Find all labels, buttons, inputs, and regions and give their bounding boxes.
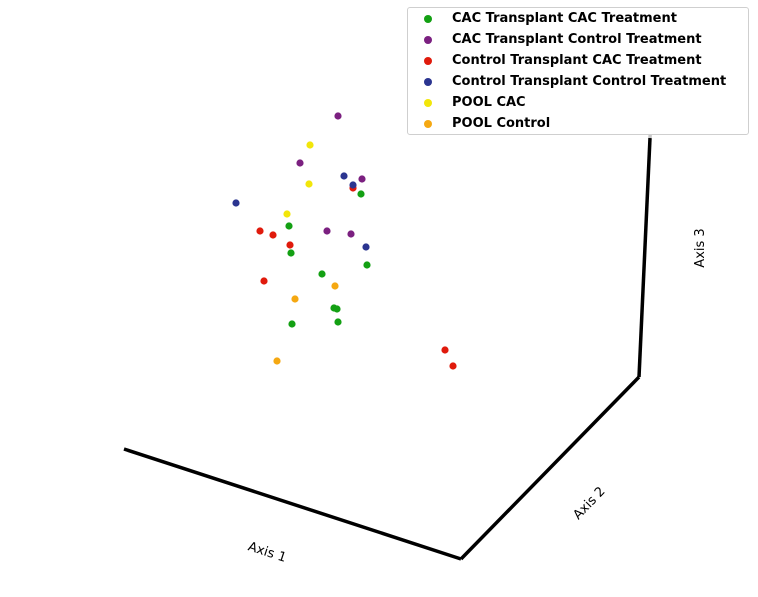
data-point [318,270,326,278]
axis-3-line [637,137,652,378]
legend-marker [424,98,432,107]
legend-label: CAC Transplant Control Treatment [452,32,702,47]
legend-item: Control Transplant CAC Treatment [408,50,702,71]
data-point [347,230,355,238]
legend-item: CAC Transplant Control Treatment [408,29,702,50]
data-point [349,181,357,189]
data-point [333,305,341,313]
data-point [286,241,294,249]
data-point [273,357,281,365]
legend-label: POOL CAC [452,95,526,110]
data-point [285,222,293,230]
data-point [283,210,291,218]
data-point [306,141,314,149]
data-point [269,231,277,239]
data-point [441,346,449,354]
data-point [331,282,339,290]
legend-marker [424,119,432,128]
axis-2-label: Axis 2 [570,484,608,523]
data-point [363,261,371,269]
legend-label: POOL Control [452,116,551,131]
data-point [334,112,342,120]
data-point [449,362,457,370]
legend-marker [424,77,432,86]
data-point [340,172,348,180]
axis-2-line [459,375,641,561]
legend-marker [424,35,432,44]
legend-label: CAC Transplant CAC Treatment [452,11,677,26]
data-point [287,249,295,257]
data-point [305,180,313,188]
legend-item: Control Transplant Control Treatment [408,71,726,92]
axis-1-line [123,447,462,561]
legend-label: Control Transplant Control Treatment [452,74,727,89]
data-point [291,295,299,303]
legend-label: Control Transplant CAC Treatment [452,53,702,68]
legend-marker [424,14,432,23]
data-point [362,243,370,251]
data-point [358,175,366,183]
axis-1-label: Axis 1 [246,539,288,565]
data-point [296,159,304,167]
data-point [323,227,331,235]
data-point [260,277,268,285]
data-points [232,112,457,370]
data-point [232,199,240,207]
data-point [334,318,342,326]
data-point [288,320,296,328]
axes-frame [123,127,653,561]
legend: CAC Transplant CAC Treatment CAC Transpl… [407,7,749,135]
legend-marker [424,56,432,65]
data-point [357,190,365,198]
legend-item: POOL CAC [408,92,526,113]
legend-item: POOL Control [408,113,550,134]
axis-3-label: Axis 3 [693,228,708,267]
legend-item: CAC Transplant CAC Treatment [408,8,677,29]
data-point [256,227,264,235]
